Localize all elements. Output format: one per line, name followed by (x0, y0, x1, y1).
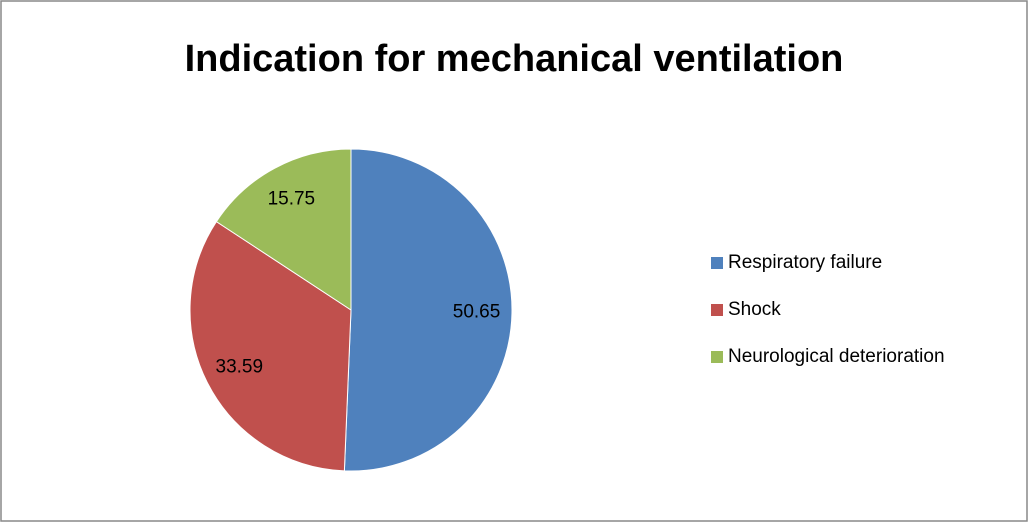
legend-swatch (711, 351, 723, 363)
legend-label: Neurological deterioration (728, 346, 945, 367)
pie-slice (215, 148, 352, 311)
data-label: 33.59 (216, 356, 264, 377)
legend-swatch (711, 304, 723, 316)
data-label: 50.65 (453, 302, 501, 323)
legend-label: Respiratory failure (728, 252, 882, 273)
pie-slice (343, 148, 513, 472)
data-label: 15.75 (268, 189, 316, 210)
chart-title: Indication for mechanical ventilation (185, 38, 844, 80)
legend-swatch (711, 257, 723, 269)
legend-label: Shock (728, 299, 781, 320)
